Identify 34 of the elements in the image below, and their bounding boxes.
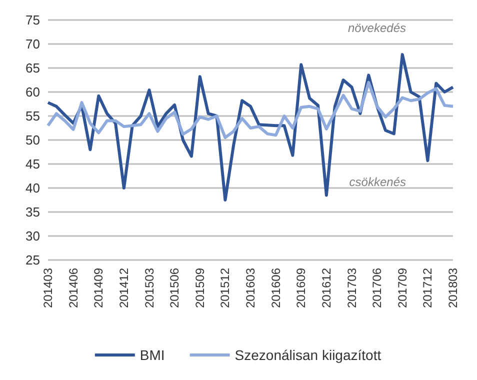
x-tick-label: 201803: [446, 268, 460, 308]
x-tick-label: 201709: [395, 268, 410, 308]
y-tick-label: 70: [26, 36, 40, 52]
y-tick-label: 30: [26, 228, 40, 244]
x-tick-label: 201603: [244, 268, 258, 308]
legend-label: Szezonálisan kiigazított: [234, 347, 382, 363]
x-tick-label: 201509: [192, 268, 207, 308]
y-tick-label: 50: [26, 132, 40, 148]
line-series: [46, 53, 454, 202]
y-tick-label: 25: [26, 252, 40, 268]
x-tick-label: 201409: [92, 268, 106, 308]
y-tick-label: 65: [26, 60, 40, 76]
x-tick-label: 201703: [344, 268, 359, 308]
y-tick-label: 45: [26, 156, 40, 172]
x-tick-label: 201412: [116, 268, 131, 308]
x-tick-label: 201609: [294, 268, 308, 308]
y-tick-label: 55: [26, 108, 40, 124]
y-tick-label: 40: [26, 180, 40, 196]
x-tick-label: 201706: [370, 268, 384, 308]
annotation: csökkenés: [349, 175, 406, 189]
line-series: [46, 80, 454, 140]
x-tick-label: 201712: [420, 268, 435, 308]
y-tick-label: 75: [26, 12, 40, 28]
x-tick-label: 201503: [142, 268, 156, 308]
x-tick-label: 201406: [66, 268, 80, 308]
y-tick-label: 35: [26, 204, 40, 220]
x-tick-label: 201606: [268, 268, 283, 308]
x-tick-label: 201512: [218, 268, 232, 308]
annotation: növekedés: [348, 21, 406, 35]
x-tick-label: 201403: [41, 268, 55, 308]
x-tick-label: 201506: [168, 268, 182, 308]
legend-label: BMI: [140, 347, 165, 363]
y-tick-label: 60: [26, 84, 40, 100]
x-tick-label: 201612: [319, 268, 334, 308]
